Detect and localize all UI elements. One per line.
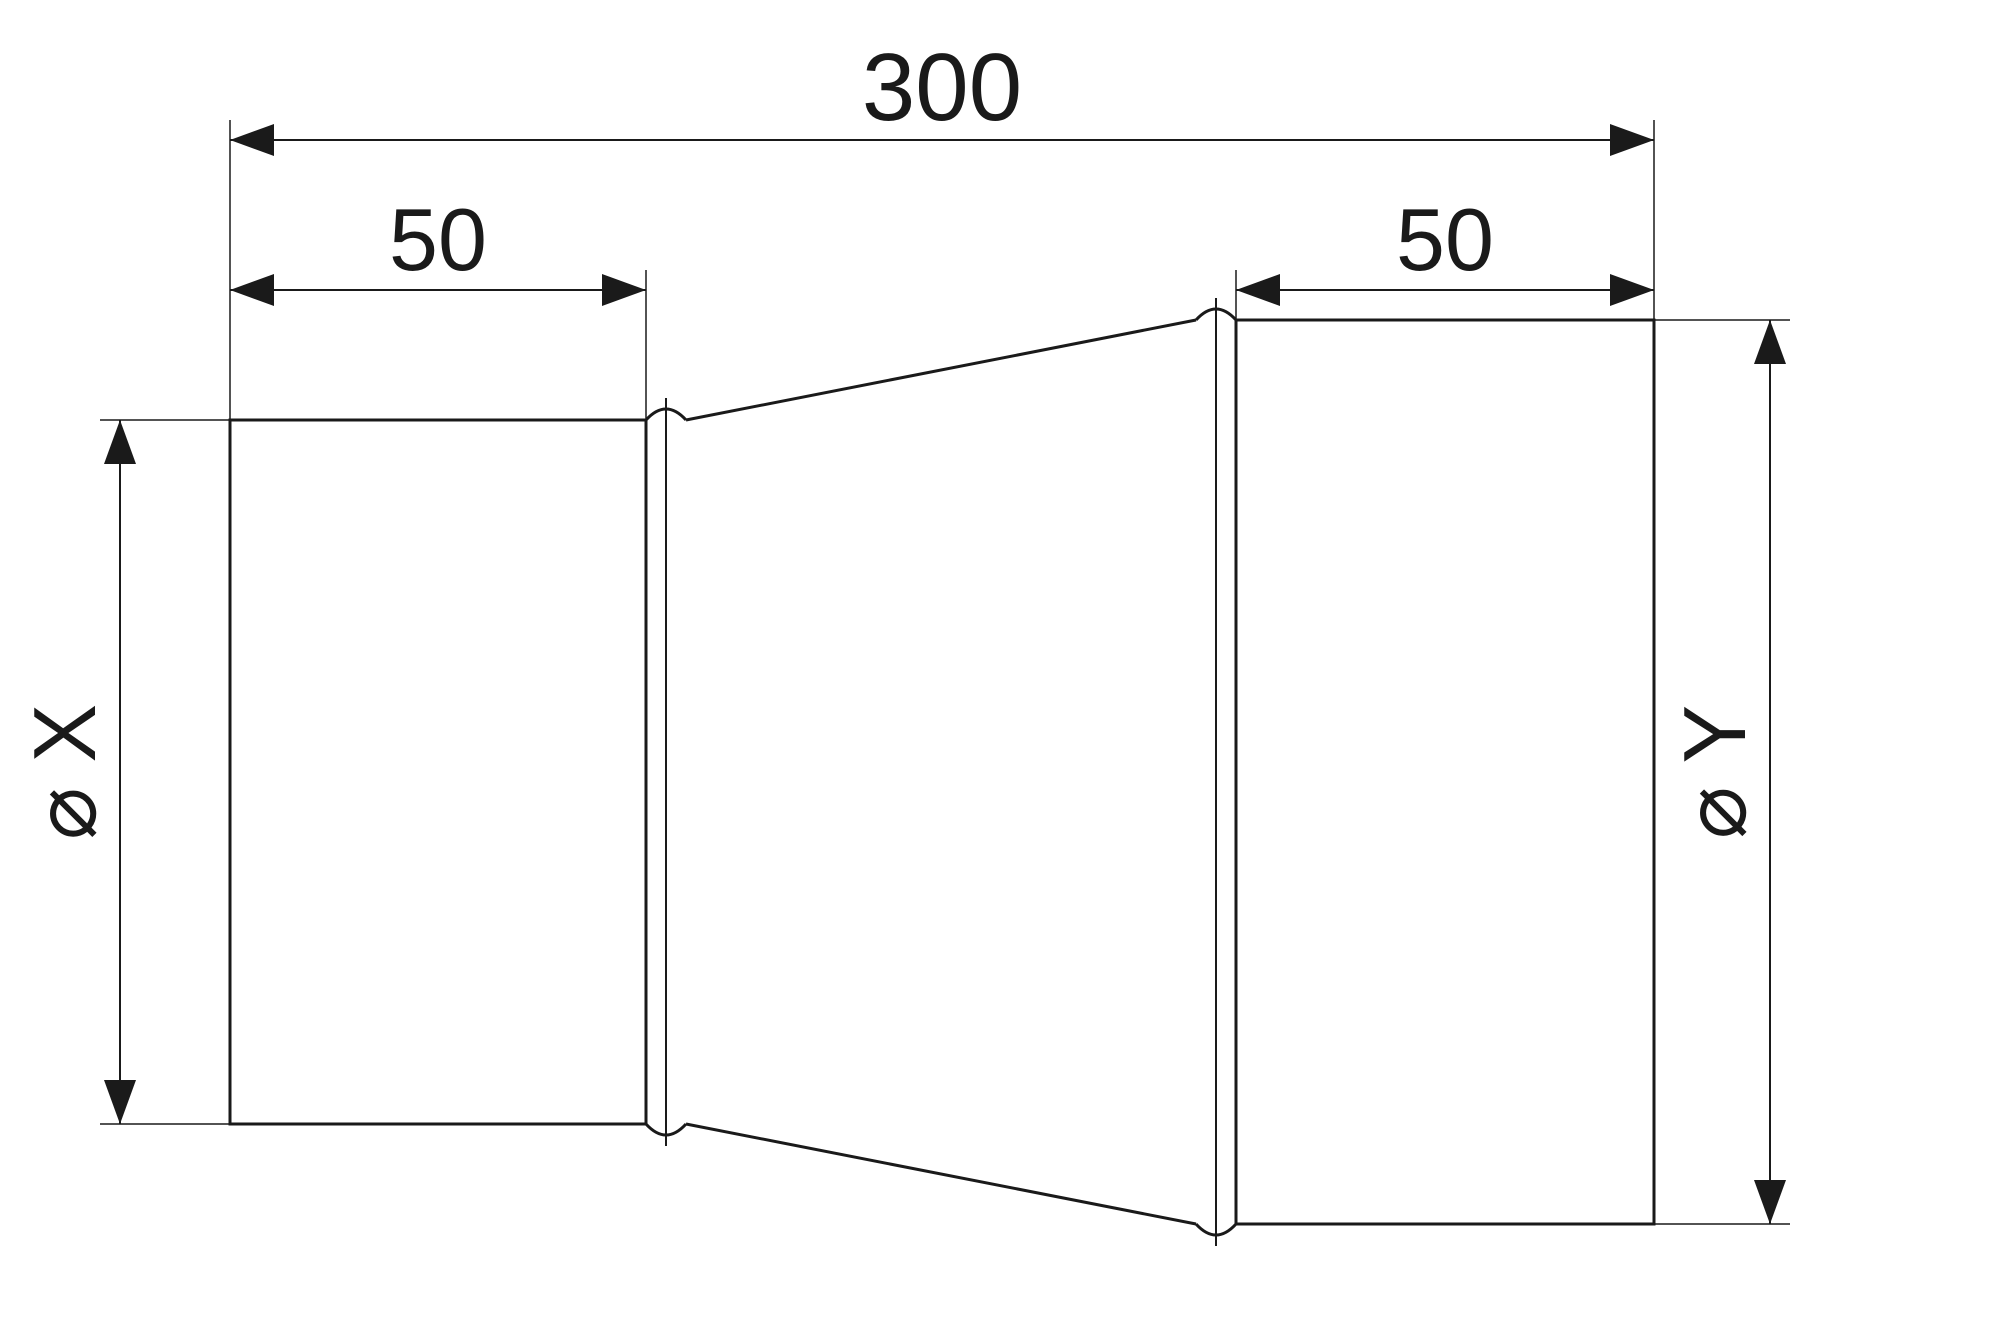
dimension-lines [120, 140, 1770, 1224]
cone-top [686, 320, 1196, 420]
technical-drawing-svg: 300 50 50 ⌀ X ⌀ Y [0, 0, 2000, 1338]
right-cylinder [1236, 320, 1654, 1224]
left-cylinder [230, 420, 646, 1124]
extension-lines [100, 120, 1790, 1224]
dim-text-total: 300 [862, 34, 1022, 141]
dim-text-dia-x: ⌀ X [15, 704, 114, 840]
dimension-labels: 300 50 50 ⌀ X ⌀ Y [15, 34, 1764, 840]
dim-text-dia-y: ⌀ Y [1665, 705, 1764, 840]
cone-bottom [686, 1124, 1196, 1224]
dim-text-left-50: 50 [389, 190, 487, 289]
dim-text-right-50: 50 [1396, 190, 1494, 289]
part-outline [230, 298, 1654, 1246]
